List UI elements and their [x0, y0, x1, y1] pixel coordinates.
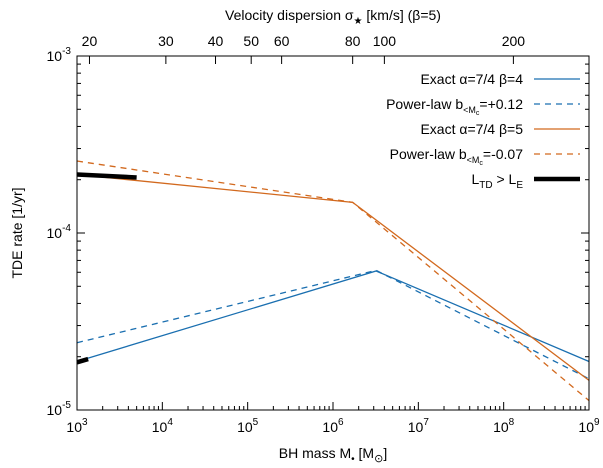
y-tick-label: 10-4 [47, 223, 72, 241]
series-line-5-segment-1 [76, 172, 137, 180]
top-axis-title: Velocity dispersion σ★ [km/s] (β=5) [225, 7, 441, 27]
x-tick-label: 108 [493, 417, 515, 435]
top-axis-tick-label: 30 [158, 33, 174, 49]
series-line-1 [76, 270, 590, 363]
x-axis-title-sun: ⊙ [374, 453, 383, 465]
series-line-4 [76, 160, 590, 402]
legend-label-2: Power-law b<Mc=+0.12 [386, 96, 523, 117]
series-line-5-segment-2 [76, 356, 89, 365]
x-tick-label: 106 [322, 417, 344, 435]
series-line-3 [76, 173, 590, 381]
top-axis-tick-label: 40 [208, 33, 224, 49]
legend-label-1: Exact α=7/4 β=4 [420, 71, 523, 87]
y-tick-label: 10-3 [47, 46, 72, 64]
top-axis-tick-label: 60 [274, 33, 290, 49]
top-axis-title-sub: ★ [354, 16, 363, 27]
top-axis-title-prefix: Velocity dispersion σ [225, 7, 354, 23]
top-axis-tick-label: 200 [502, 33, 526, 49]
legend-label-3: Exact α=7/4 β=5 [420, 121, 523, 137]
x-axis-title-tail: [M [355, 445, 374, 461]
top-axis-tick-label: 20 [82, 33, 98, 49]
tick-labels: 103 104 105 106 107 108 109 10-5 10-4 10-3 20 30 40 5… [47, 33, 600, 435]
top-axis-title-suffix: [km/s] (β=5) [363, 7, 441, 23]
x-axis-title-base: BH mass M [279, 445, 351, 461]
tick-marks [76, 55, 590, 411]
top-axis-tick-label: 100 [373, 33, 397, 49]
x-tick-label: 105 [237, 417, 259, 435]
x-axis-title-sub: • [351, 454, 355, 465]
plot-frame [76, 55, 590, 411]
x-tick-label: 107 [408, 417, 430, 435]
x-tick-label: 103 [66, 417, 88, 435]
legend-label-5: LTD > LE [471, 171, 523, 191]
x-tick-label: 104 [152, 417, 174, 435]
y-tick-label: 10-5 [47, 400, 72, 418]
x-axis-title: BH mass M• [M⊙] [279, 445, 387, 465]
legend: Exact α=7/4 β=4 Power-law b<Mc=+0.12 Exact… [386, 71, 580, 191]
series-lines [76, 160, 590, 402]
x-tick-label: 109 [578, 417, 600, 435]
series-line-2 [76, 269, 590, 380]
top-axis-tick-label: 50 [243, 33, 259, 49]
top-axis-tick-label: 80 [345, 33, 361, 49]
x-axis-title-close: ] [383, 445, 387, 461]
legend-label-4: Power-law b<Mc=-0.07 [390, 146, 524, 167]
y-axis-title: TDE rate [1/yr] [9, 187, 25, 278]
